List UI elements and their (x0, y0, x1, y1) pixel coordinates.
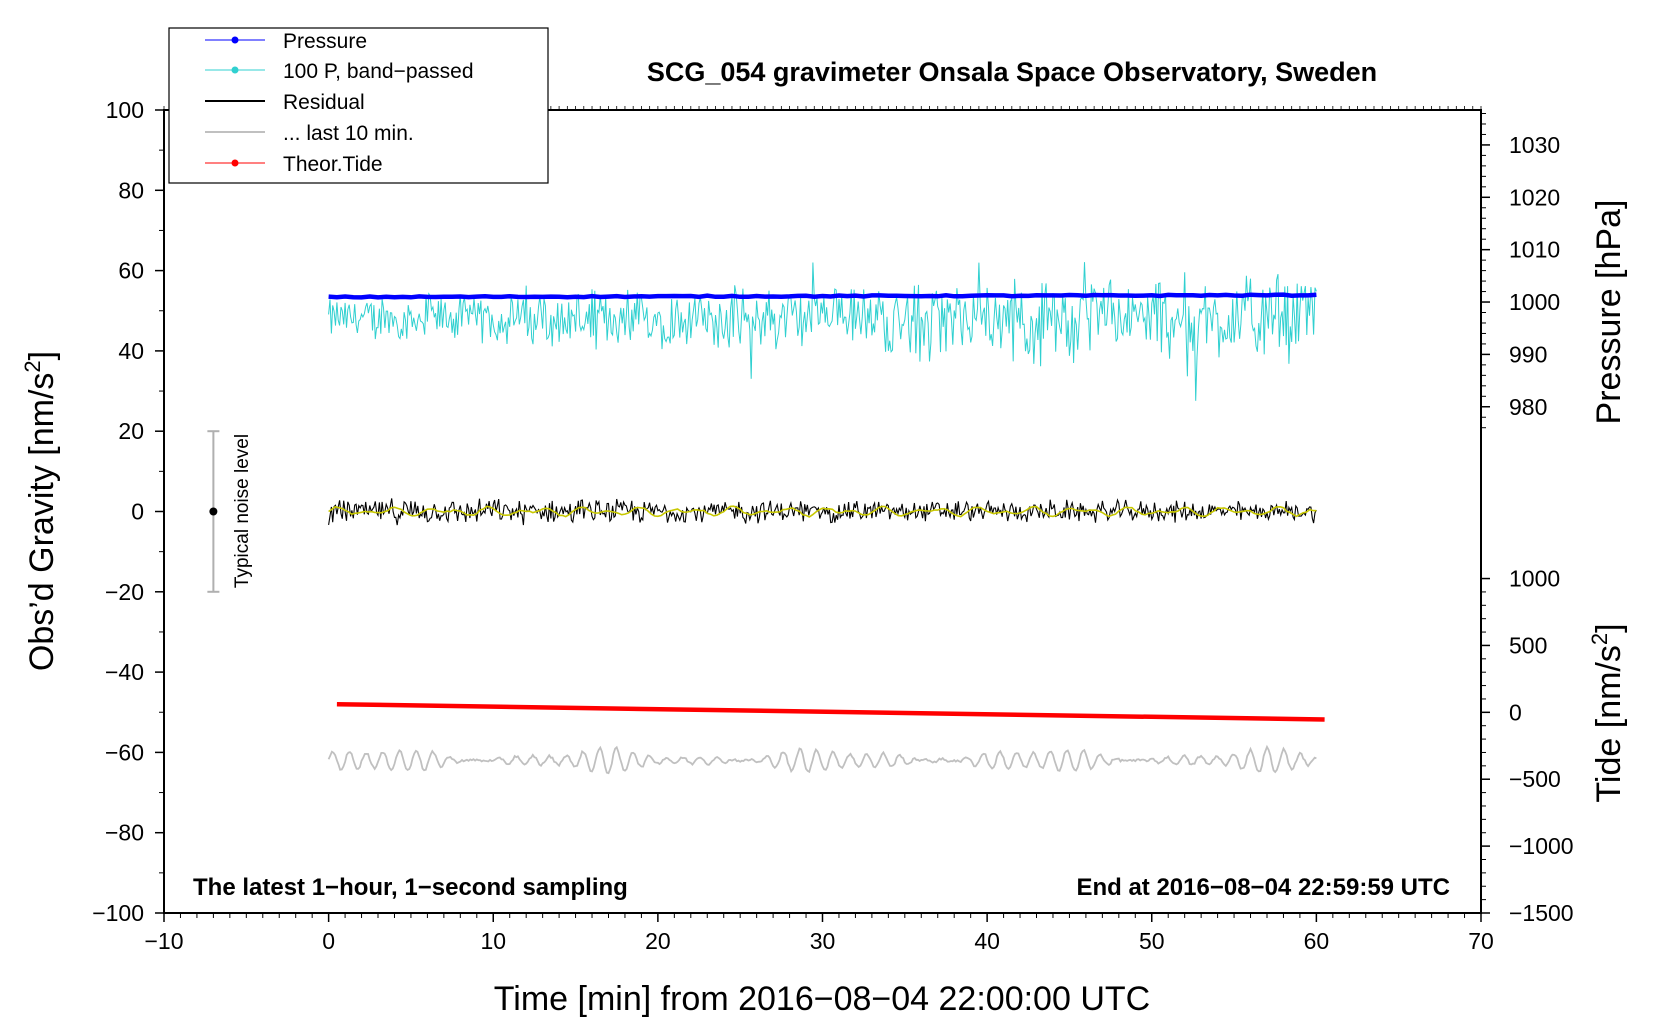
series-theor-tide (336, 701, 1325, 722)
y-tick-label: −60 (105, 739, 144, 765)
legend: Pressure 100 P, band−passed Residual ...… (168, 27, 549, 184)
x-tick-label: 10 (480, 928, 506, 954)
legend-label-last-10-min: ... last 10 min. (283, 122, 414, 145)
pressure-axis-title: Pressure [hPa] (1590, 200, 1628, 425)
noise-label: Typical noise level (232, 434, 253, 588)
chart-title: SCG_054 gravimeter Onsala Space Observat… (647, 57, 1377, 87)
annotation-sampling: The latest 1−hour, 1−second sampling (193, 874, 628, 901)
y-axis-tide: −1500 −1000 −500 0 500 1000 (1481, 566, 1574, 926)
tide-tick-label: −500 (1509, 766, 1561, 792)
tide-axis-title-sup: 2 (1587, 633, 1612, 645)
y-axis-title: Obs’d Gravity [nm/s2] (20, 351, 61, 671)
series-band-passed (328, 262, 1317, 401)
tide-tick-label: −1500 (1509, 900, 1574, 926)
pressure-tick-label: 1030 (1509, 132, 1560, 158)
pressure-tick-label: 990 (1509, 341, 1547, 367)
y-tick-label: −80 (105, 820, 144, 846)
x-tick-label: 0 (322, 928, 335, 954)
tide-axis-title-text: Tide [nm/s (1590, 645, 1628, 802)
noise-bar-center (209, 507, 218, 516)
x-tick-label: 50 (1139, 928, 1165, 954)
x-tick-label: 20 (645, 928, 671, 954)
y-axis-title-sup: 2 (20, 360, 45, 372)
x-tick-label: −10 (144, 928, 183, 954)
pressure-tick-label: 1010 (1509, 237, 1560, 263)
y-axis-pressure: 980 990 1000 1010 1020 1030 (1481, 113, 1560, 429)
x-tick-label: 30 (810, 928, 836, 954)
series-residual (328, 498, 1317, 526)
y-tick-label: 100 (106, 97, 144, 123)
series-pressure (328, 292, 1317, 300)
legend-marker-pressure (231, 36, 239, 44)
pressure-tick-label: 980 (1509, 394, 1547, 420)
pressure-tick-label: 1000 (1509, 289, 1560, 315)
tide-tick-label: −1000 (1509, 833, 1574, 859)
legend-marker-theor-tide (231, 159, 239, 167)
y-tick-label: 0 (131, 499, 144, 525)
x-tick-label: 70 (1468, 928, 1494, 954)
y-tick-label: 40 (118, 338, 144, 364)
legend-label-residual: Residual (283, 91, 365, 114)
legend-label-theor-tide: Theor.Tide (283, 153, 383, 176)
y-tick-label: 60 (118, 258, 144, 284)
y-tick-label: 80 (118, 177, 144, 203)
noise-bar (207, 430, 220, 593)
series-last-10-min (327, 744, 1317, 775)
y-tick-label: −100 (92, 900, 144, 926)
y-axis-left: −100 −80 −60 −40 −20 0 20 40 60 80 100 (92, 97, 164, 926)
series-smoothed-residual (328, 505, 1317, 518)
x-tick-label: 60 (1304, 928, 1330, 954)
y-tick-label: −20 (105, 579, 144, 605)
legend-marker-band-passed (231, 66, 239, 74)
annotation-end-time: End at 2016−08−04 22:59:59 UTC (1076, 874, 1450, 901)
y-tick-label: −40 (105, 659, 144, 685)
tide-tick-label: 0 (1509, 699, 1522, 725)
y-tick-label: 20 (118, 418, 144, 444)
tide-tick-label: 1000 (1509, 566, 1560, 592)
tide-axis-title: Tide [nm/s2] (1587, 623, 1628, 802)
tide-tick-label: 500 (1509, 632, 1547, 658)
y-axis-title-text: Obs’d Gravity [nm/s (23, 373, 61, 672)
tide-axis-title-close: ] (1590, 623, 1628, 632)
data-layer (327, 262, 1325, 775)
legend-label-band-passed: 100 P, band−passed (283, 60, 474, 83)
pressure-tick-label: 1020 (1509, 184, 1560, 210)
legend-label-pressure: Pressure (283, 30, 367, 53)
x-axis-title: Time [min] from 2016−08−04 22:00:00 UTC (494, 980, 1150, 1018)
x-tick-label: 40 (974, 928, 1000, 954)
y-axis-title-close: ] (23, 351, 61, 360)
legend-box (168, 27, 549, 184)
